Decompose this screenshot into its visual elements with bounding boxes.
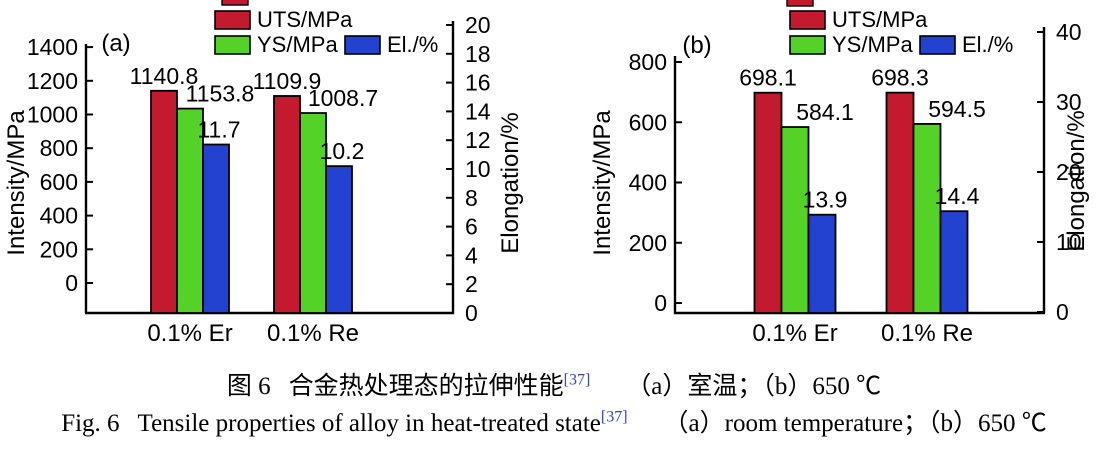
bar-series1-cat1 [299,112,327,314]
bar-series2-cat1 [939,210,969,314]
left-axis-tick-label: 800 [40,135,78,161]
legend-label-uts: UTS/MPa [832,7,928,32]
left-axis-tick-label: 0 [654,290,667,316]
bar-series0-cat0 [753,91,783,314]
bar-series2-cat0 [202,143,230,314]
right-axis-title: Elongation/% [1063,110,1090,251]
legend-swatch-el [344,35,381,55]
value-label-series0-cat0: 1140.8 [130,63,199,89]
legend-swatch-ys [789,35,826,55]
left-axis-tick-label: 800 [629,49,667,75]
caption-zh-citation-ref[interactable]: [37] [563,371,591,389]
legend-swatch-uts [214,10,251,30]
value-label-series1-cat0: 584.1 [796,99,854,125]
right-axis-tick-label: 4 [465,242,478,268]
bar-series1-cat0 [780,126,810,314]
left-axis-title: Intensity/MPa [3,110,30,256]
right-axis-tick-label: 0 [465,300,478,326]
legend-label-ys: YS/MPa [832,32,913,57]
right-axis-tick-label: 2 [465,271,478,297]
value-label-series1-cat1: 1008.7 [308,85,378,111]
caption-zh-fig-no: 图 6 [226,373,271,400]
value-label-series2-cat0: 11.7 [197,117,240,143]
caption-en-title: Tensile properties of alloy in heat-trea… [137,410,601,437]
left-axis-tick-label: 200 [629,230,667,256]
caption-en-citation-ref[interactable]: [37] [600,408,628,426]
caption-zh-title: 合金热处理态的拉伸性能 [288,373,564,400]
right-axis-tick-label: 6 [465,214,478,240]
category-label: 0.1% Er [147,320,232,347]
right-axis-tick-label: 16 [465,70,491,96]
category-label: 0.1% Re [267,320,359,347]
right-axis-tick-label: 18 [465,41,491,67]
bar-series0-cat0 [150,89,178,314]
category-label: 0.1% Re [881,320,973,347]
bar-series1-cat0 [176,107,204,314]
right-axis-tick-label: 30 [1056,89,1082,115]
left-axis-title: Intensity/MPa [589,110,616,256]
value-label-series1-cat0: 1153.8 [186,81,255,107]
left-axis-tick-label: 1400 [27,34,78,60]
left-axis-tick-label: 400 [629,170,667,196]
caption-en-fig-no: Fig. 6 [61,410,120,437]
category-label: 0.1% Er [752,320,837,347]
legend-label-ys: YS/MPa [257,32,338,57]
right-axis-tick-label: 8 [465,185,478,211]
caption-zh-panels: （a）室温；（b）650 ℃ [626,373,882,400]
left-axis-tick-label: 1000 [27,102,78,128]
legend-swatch-uts [789,10,826,30]
right-axis-tick-label: 0 [1056,299,1069,325]
right-axis-tick-label: 20 [1056,159,1082,185]
value-label-series0-cat1: 698.3 [871,65,929,91]
chart-panel-b: 0 200 400 600 800 0 10 20 30 40 Intensity/MPa Elong… [589,0,1090,347]
legend-swatch-ys [214,35,251,55]
value-label-series2-cat1: 10.2 [320,138,365,164]
bar-series2-cat0 [807,213,837,314]
left-axis-tick-label: 600 [40,169,78,195]
bar-series0-cat1 [885,91,915,314]
legend-label-uts: UTS/MPa [257,7,353,32]
bar-series1-cat1 [912,123,942,314]
value-label-series1-cat1: 594.5 [928,96,986,122]
left-axis-tick-label: 400 [40,203,78,229]
caption-en-panels: （a）room temperature；（b）650 ℃ [663,410,1047,437]
left-axis-tick-label: 200 [40,236,78,262]
right-axis-tick-label: 10 [1056,229,1082,255]
panel-label: (b) [682,32,711,59]
caption-line-en: Fig. 6 Tensile properties of alloy in hea… [0,405,1108,442]
panel-label: (a) [101,30,130,57]
value-label-series0-cat1: 1109.9 [253,68,322,94]
right-axis-tick-label: 10 [465,156,491,182]
right-axis-tick-label: 40 [1056,19,1082,45]
left-axis-tick-label: 0 [65,270,78,296]
caption-line-zh: 图 6 合金热处理态的拉伸性能[37] （a）室温；（b）650 ℃ [0,368,1108,405]
cropped-legend-artifact [786,0,814,7]
right-axis-tick-label: 12 [465,127,491,153]
right-axis-title: Elongation/% [497,112,524,253]
bar-series0-cat1 [273,95,301,314]
left-axis-tick-label: 600 [629,109,667,135]
bar-series2-cat1 [325,165,353,314]
left-axis-tick-label: 1200 [27,68,78,94]
right-axis-tick-label: 20 [465,12,491,38]
legend-swatch-el [919,35,956,55]
value-label-series2-cat1: 14.4 [935,183,980,209]
cropped-legend-artifact [221,0,249,6]
right-axis-tick-label: 14 [465,98,491,124]
value-label-series2-cat0: 13.9 [803,187,848,213]
value-label-series0-cat0: 698.1 [739,65,797,91]
legend-label-el: El./% [387,32,438,57]
legend-label-el: El./% [962,32,1013,57]
